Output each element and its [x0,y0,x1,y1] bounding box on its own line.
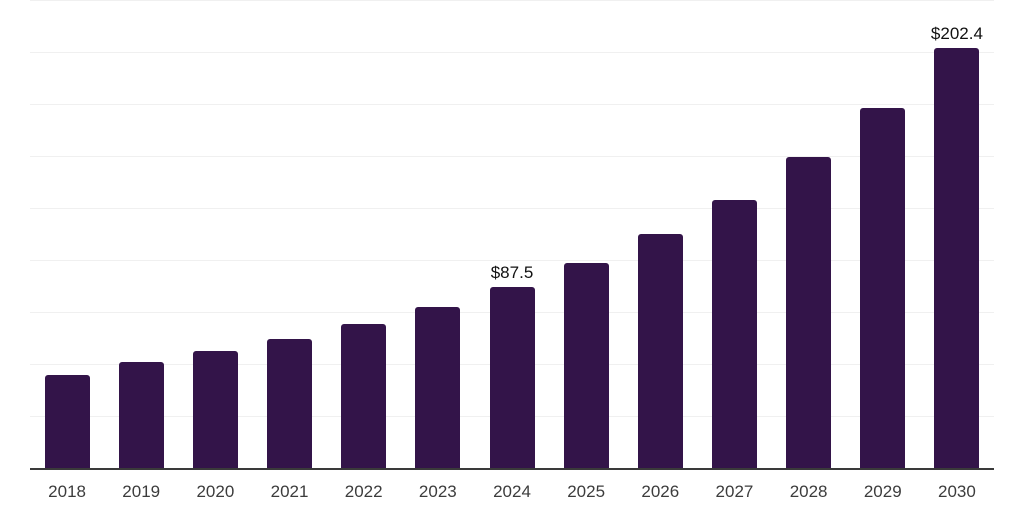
bar-2023 [415,306,461,469]
plot-area: $87.5 $202.4 [30,0,994,470]
gridline [30,156,994,157]
bar-2024: $87.5 [489,264,535,469]
bar-2020 [192,350,238,469]
bar-2028 [786,157,832,469]
x-axis-line [30,468,994,470]
x-axis-label: 2023 [418,482,457,501]
gridline [30,260,994,261]
bar-2026 [637,233,683,469]
gridline [30,52,994,53]
bar-value-label: $87.5 [490,263,534,282]
bar-2018 [44,374,90,469]
x-axis-label: 2029 [863,482,902,501]
x-axis-label: 2030 [938,482,976,501]
x-axis-label: 2020 [196,482,235,501]
x-axis: 2018 2019 2020 2021 2022 2023 2024 2025 2026 2027… [30,479,994,505]
bar-value-label: $202.4 [930,24,983,44]
gridline [30,208,994,209]
x-axis-label: 2027 [715,482,754,501]
x-axis-label: 2021 [270,482,309,501]
bar-2027 [711,199,757,469]
bar-2030: $202.4 [931,25,983,469]
x-axis-label: 2026 [641,482,680,501]
bar-2022 [341,323,387,469]
x-axis-label: 2019 [122,482,161,501]
x-axis-label: 2028 [789,482,828,501]
bar-2029 [860,107,906,469]
gridline [30,104,994,105]
bar-2019 [118,361,164,469]
bar-2021 [267,338,313,469]
x-axis-label: 2018 [48,482,86,501]
x-axis-label: 2022 [344,482,383,501]
bar-2025 [563,262,609,469]
x-axis-label: 2025 [567,482,606,501]
x-axis-label: 2024 [493,482,531,501]
gridline [30,0,994,1]
